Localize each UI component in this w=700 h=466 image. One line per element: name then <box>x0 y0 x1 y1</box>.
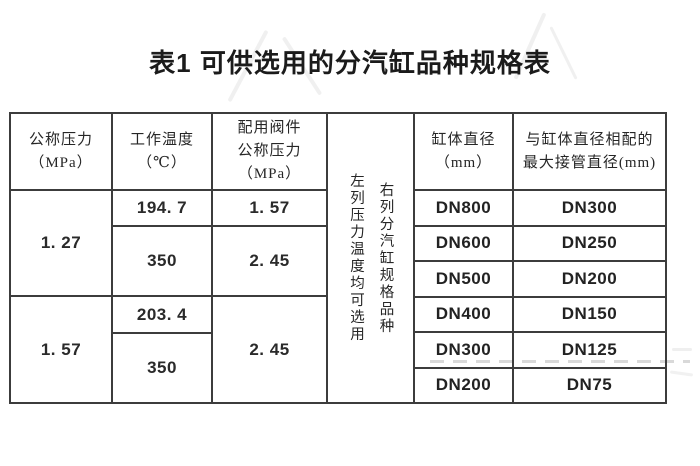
cell-temperature: 350 <box>111 332 213 404</box>
table-row: 1. 57 203. 4 2. 45 <box>9 295 328 404</box>
header-line: （mm） <box>434 154 493 171</box>
right-header-row: 缸体直径 （mm） 与缸体直径相配的 最大接管直径(mm) <box>413 112 667 191</box>
spec-table: 公称压力 （MPa） 工作温度 （℃） 配用阀件 公称压力 （MPa） 1. 2… <box>9 112 667 404</box>
cell-valve-pressure: 2. 45 <box>211 225 328 297</box>
cell-max-pipe: DN300 <box>512 189 667 227</box>
watermark-smudge <box>669 370 694 377</box>
cell-cylinder-diameter: DN400 <box>413 295 514 333</box>
cell-valve-pressure: 1. 57 <box>211 189 328 227</box>
header-line: 配用阀件 <box>237 120 302 136</box>
table-row: 1. 27 194. 7 1. 57 <box>9 189 328 297</box>
page-title: 表1 可供选用的分汽缸品种规格表 <box>149 48 551 78</box>
header-line: 缸体直径 <box>431 131 496 148</box>
header-line: 工作温度 <box>129 131 194 148</box>
pressure-temp-table: 公称压力 （MPa） 工作温度 （℃） 配用阀件 公称压力 （MPa） 1. 2… <box>9 112 328 404</box>
cell-valve-pressure: 2. 45 <box>211 295 328 404</box>
header-line: （MPa） <box>29 154 93 171</box>
cell-max-pipe: DN200 <box>512 260 667 298</box>
cell-max-pipe: DN250 <box>512 224 667 262</box>
table-row: 350 <box>10 332 327 404</box>
cylinder-size-table: 缸体直径 （mm） 与缸体直径相配的 最大接管直径(mm) DN800 DN30… <box>413 112 667 404</box>
header-cylinder-diameter: 缸体直径 （mm） <box>413 112 514 191</box>
table-row: 350 2. 45 <box>10 225 328 297</box>
header-line: 公称压力 <box>237 143 302 159</box>
cell-temperature: 203. 4 <box>111 295 213 334</box>
cell-cylinder-diameter: DN200 <box>413 366 514 404</box>
header-line: 公称压力 <box>28 131 93 148</box>
left-header-row: 公称压力 （MPa） 工作温度 （℃） 配用阀件 公称压力 （MPa） <box>9 112 328 191</box>
table-row: DN600 DN250 <box>413 224 667 262</box>
cell-max-pipe: DN150 <box>512 295 667 333</box>
cell-temperature: 194. 7 <box>111 189 213 227</box>
cell-cylinder-diameter: DN500 <box>413 260 514 298</box>
cell-cylinder-diameter: DN600 <box>413 224 514 262</box>
header-valve-pressure: 配用阀件 公称压力 （MPa） <box>211 112 328 191</box>
header-nominal-pressure: 公称压力 （MPa） <box>9 112 113 191</box>
table-row: DN500 DN200 <box>413 260 667 298</box>
header-working-temperature: 工作温度 （℃） <box>111 112 213 191</box>
cell-max-pipe: DN75 <box>512 366 667 404</box>
table-row: DN200 DN75 <box>413 366 667 404</box>
header-line: 最大接管直径(mm) <box>522 154 657 171</box>
header-line: （℃） <box>137 154 187 171</box>
cell-cylinder-diameter: DN800 <box>413 189 514 227</box>
header-line: 与缸体直径相配的 <box>525 131 654 148</box>
vertical-note-right: 右列分汽缸规格品种 <box>377 181 394 335</box>
cell-cylinder-diameter: DN300 <box>413 331 514 369</box>
header-max-pipe-diameter: 与缸体直径相配的 最大接管直径(mm) <box>512 112 667 191</box>
cell-nominal-pressure: 1. 57 <box>9 295 113 404</box>
cell-nominal-pressure: 1. 27 <box>9 189 113 297</box>
header-line: （MPa） <box>237 166 302 182</box>
middle-note-cell: 左列压力温度均可选用 右列分汽缸规格品种 <box>328 112 413 404</box>
table-row: DN800 DN300 <box>413 189 667 227</box>
cell-temperature: 350 <box>111 225 213 297</box>
cell-max-pipe: DN125 <box>512 331 667 369</box>
watermark-smudge <box>672 348 692 351</box>
table-row: DN400 DN150 <box>413 295 667 333</box>
table-row: DN300 DN125 <box>413 331 667 369</box>
vertical-note-left: 左列压力温度均可选用 <box>348 173 364 343</box>
